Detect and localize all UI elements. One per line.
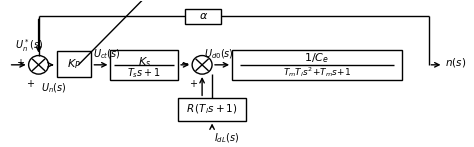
Bar	[110, 50, 178, 80]
Bar	[232, 50, 401, 80]
Text: $U_n(s)$: $U_n(s)$	[41, 82, 66, 95]
Text: $R\,(T_l s+1)$: $R\,(T_l s+1)$	[186, 103, 238, 116]
Text: $-$: $-$	[180, 57, 189, 67]
Text: $I_{dL}(s)$: $I_{dL}(s)$	[214, 132, 239, 145]
Text: $+$: $+$	[26, 78, 35, 89]
Text: $K_P$: $K_P$	[67, 57, 81, 71]
Text: $n(s)$: $n(s)$	[446, 56, 466, 70]
Text: $T_mT_l s^2\!+\!T_ms\!+\!1$: $T_mT_l s^2\!+\!T_ms\!+\!1$	[283, 65, 351, 79]
Bar	[185, 9, 221, 24]
Text: $1/C_e$: $1/C_e$	[304, 51, 329, 65]
Text: $+$: $+$	[16, 57, 25, 67]
Bar	[56, 51, 91, 77]
Text: $+$: $+$	[189, 78, 198, 89]
Text: $U^*_n(s)$: $U^*_n(s)$	[15, 37, 43, 54]
Text: $\alpha$: $\alpha$	[199, 11, 208, 21]
Text: $U_{ct}(s)$: $U_{ct}(s)$	[93, 47, 121, 61]
Text: $U_{d0}(s)$: $U_{d0}(s)$	[204, 47, 234, 61]
Bar	[178, 98, 246, 121]
Text: $K_s$: $K_s$	[137, 55, 151, 69]
Text: $T_ss+1$: $T_ss+1$	[127, 66, 161, 80]
